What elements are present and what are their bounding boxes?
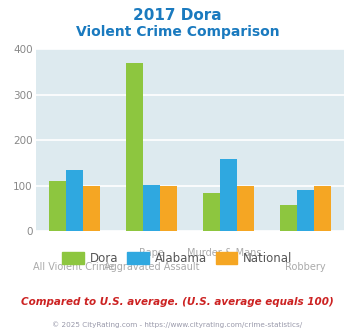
Text: Rape: Rape bbox=[139, 248, 164, 258]
Bar bbox=[49, 181, 66, 231]
Text: © 2025 CityRating.com - https://www.cityrating.com/crime-statistics/: © 2025 CityRating.com - https://www.city… bbox=[53, 322, 302, 328]
Bar bbox=[220, 159, 237, 231]
Text: 2017 Dora: 2017 Dora bbox=[133, 8, 222, 23]
Bar bbox=[280, 205, 297, 231]
Bar bbox=[143, 185, 160, 231]
Bar bbox=[237, 185, 254, 231]
Bar bbox=[314, 185, 331, 231]
Bar bbox=[66, 170, 83, 231]
Legend: Dora, Alabama, National: Dora, Alabama, National bbox=[58, 247, 297, 270]
Text: All Violent Crime: All Violent Crime bbox=[33, 262, 115, 272]
Text: Compared to U.S. average. (U.S. average equals 100): Compared to U.S. average. (U.S. average … bbox=[21, 297, 334, 307]
Text: Murder & Mans...: Murder & Mans... bbox=[187, 248, 270, 258]
Bar bbox=[83, 185, 100, 231]
Text: Aggravated Assault: Aggravated Assault bbox=[104, 262, 199, 272]
Bar bbox=[203, 193, 220, 231]
Bar bbox=[297, 190, 314, 231]
Text: Violent Crime Comparison: Violent Crime Comparison bbox=[76, 25, 279, 39]
Text: Robbery: Robbery bbox=[285, 262, 326, 272]
Bar bbox=[160, 185, 177, 231]
Bar bbox=[126, 63, 143, 231]
